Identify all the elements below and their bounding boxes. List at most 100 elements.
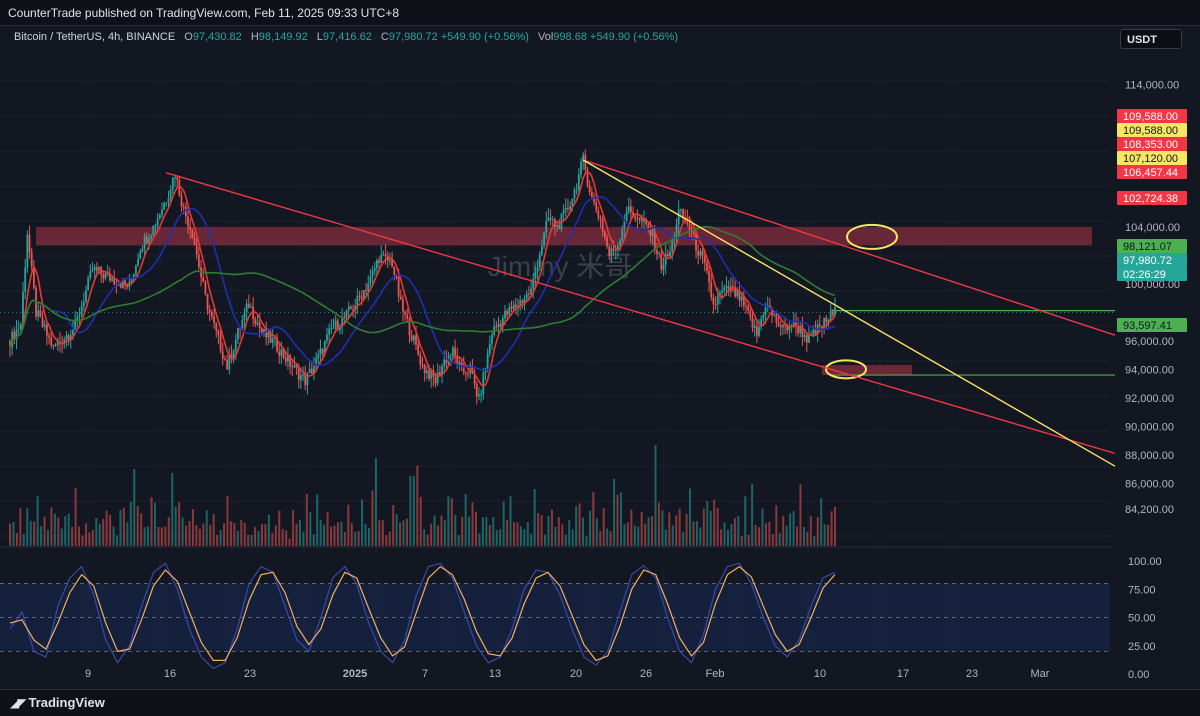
candle-body [273,337,276,339]
candle-body [747,305,750,311]
time-tick-label: 23 [244,668,256,680]
candle-body [417,344,420,355]
volume-bar [488,524,491,546]
candle-body [690,230,693,233]
candle-body [197,254,200,268]
candle-body [638,217,641,220]
price-label-box [1117,123,1187,137]
volume-bar [229,521,232,546]
volume-bar [495,530,498,546]
price-label-text: 106,457.44 [1123,167,1178,179]
price-chart[interactable]: Jimmy 米哥 100.00 75.00 50.00 25.00 0.00 114,0… [0,26,1200,689]
candle-body [827,320,830,323]
symbol-name[interactable]: Bitcoin / TetherUS, 4h, BINANCE [14,31,176,43]
volume-bar [782,515,785,546]
highlight-ellipse-top [846,223,898,250]
candle-body [632,212,634,217]
candle-body [438,371,441,376]
volume-bar [744,496,747,546]
candle-body [792,320,795,326]
candle-body [521,300,524,303]
volume-bar [619,492,622,546]
currency-button[interactable]: USDT [1120,29,1182,49]
volume-bar [302,531,305,546]
volume-bar [405,518,408,546]
candle-body [538,254,541,268]
candle-body [380,254,383,263]
volume-bar [492,516,495,546]
candle-body [176,177,179,180]
volume-bar [150,497,153,546]
time-tick-label: 23 [966,668,978,680]
candle-body [254,319,257,325]
candle-body [278,351,281,356]
candle-body [65,335,68,340]
volume-bar [340,521,343,546]
volume-bar [796,526,799,546]
price-tick-label: 96,000.00 [1125,336,1174,348]
price-label-box [1117,253,1187,267]
low-label: L [316,31,323,43]
moving-averages [9,171,836,387]
candle-body [319,348,322,355]
candle-body [462,366,465,373]
candle-body [43,324,46,327]
volume-bar [95,517,98,546]
volume-bar [740,536,743,546]
candle-body [710,282,713,298]
chart-area[interactable]: Jimmy 米哥 100.00 75.00 50.00 25.00 0.00 114,0… [0,26,1200,689]
volume-bar [98,523,101,546]
candle-body [195,245,198,255]
candle-body [269,331,272,343]
volume-bar [288,538,291,546]
volume-bar [316,494,319,546]
candle-body [630,206,632,213]
volume-bar [820,498,823,546]
volume-bar [678,508,681,546]
candle-body [488,343,491,354]
candle-body [721,290,724,293]
watermark: Jimmy 米哥 [488,251,633,282]
candle-body [419,354,422,365]
candle-body [699,251,702,256]
candle-body [745,305,747,307]
volume-bar [457,534,460,546]
candle-body [161,209,163,215]
candle-body [682,209,684,219]
candle-body [508,306,511,315]
volume-bar [764,523,767,546]
candle-body [300,375,302,380]
candle-body [67,335,70,340]
candle-body [736,290,739,297]
tradingview-logo[interactable]: ◢◤ TradingView [10,695,105,710]
time-tick-label: 13 [489,668,501,680]
candle-body [569,205,572,210]
volume-bar [219,529,222,546]
volume-bar [399,522,402,546]
volume-bar [26,508,29,546]
time-tick-label: 17 [897,668,909,680]
candle-body [527,293,530,295]
candle-body [775,314,778,323]
candle-body [193,237,196,246]
candle-body [449,356,452,358]
support-box [822,365,912,376]
candle-body [345,310,348,318]
volume-bar [409,475,412,546]
candle-body [517,305,519,308]
candle-body [586,169,589,186]
volume-bar [530,533,533,546]
stoch-tick-label: 25.00 [1128,641,1156,653]
candle-body [523,298,526,303]
volume-bar [626,522,629,546]
volume-bar [67,513,70,546]
change-value: +549.90 (+0.56%) [440,31,529,43]
volume-bar [133,469,136,546]
candle-body [430,369,433,379]
candle-body [567,208,569,210]
volume-bar [60,528,63,546]
candle-body [512,304,515,309]
candle-body [224,359,226,361]
volume-bar [233,523,236,546]
time-tick-label: 9 [85,668,91,680]
